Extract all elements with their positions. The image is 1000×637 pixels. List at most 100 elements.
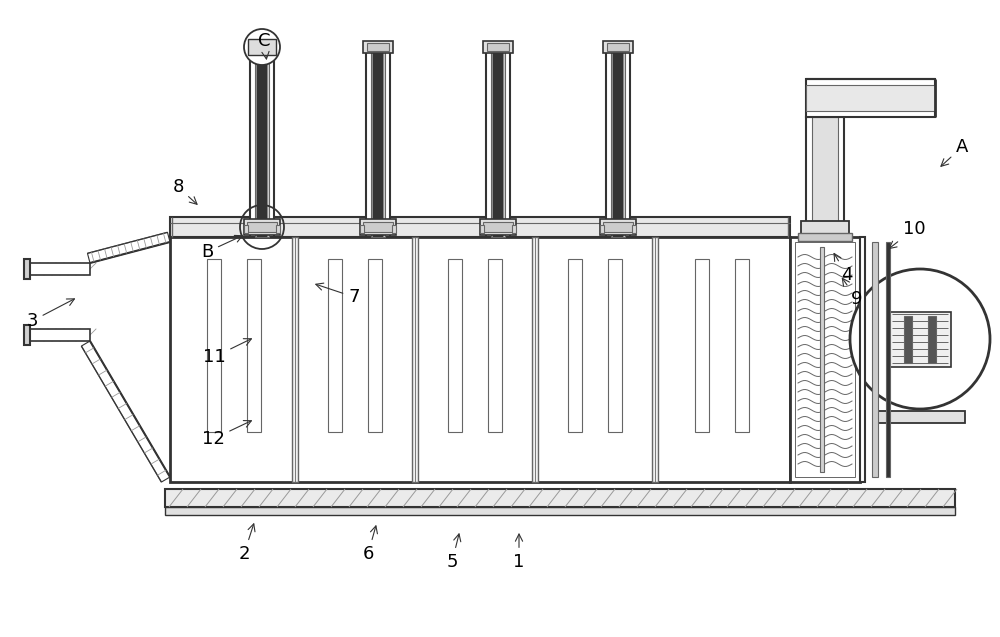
Bar xyxy=(612,47,624,237)
Bar xyxy=(806,79,935,117)
Bar xyxy=(600,225,604,233)
Bar xyxy=(256,47,268,237)
Bar xyxy=(276,225,280,233)
Bar xyxy=(385,47,390,237)
Bar xyxy=(246,259,260,432)
Bar xyxy=(632,225,636,233)
Bar xyxy=(371,47,385,237)
Bar xyxy=(170,217,790,237)
Bar xyxy=(360,225,364,233)
Bar xyxy=(812,117,838,237)
Bar xyxy=(492,47,504,237)
Bar xyxy=(251,43,273,51)
Bar xyxy=(603,41,633,53)
Bar xyxy=(606,47,630,237)
Bar xyxy=(801,221,849,235)
Bar xyxy=(491,47,505,237)
Circle shape xyxy=(850,269,990,409)
Bar xyxy=(367,43,389,51)
Bar xyxy=(28,329,90,341)
Bar xyxy=(372,47,384,237)
Bar xyxy=(366,47,371,237)
Bar xyxy=(886,242,890,477)
Text: 11: 11 xyxy=(203,339,251,366)
Bar xyxy=(608,259,622,432)
Text: C: C xyxy=(258,32,270,59)
Text: 6: 6 xyxy=(362,526,377,563)
Bar xyxy=(248,39,276,55)
Bar xyxy=(28,263,90,275)
Bar xyxy=(486,47,510,237)
Bar xyxy=(207,259,220,432)
Bar xyxy=(448,259,462,432)
Bar xyxy=(532,237,538,482)
Bar xyxy=(512,225,516,233)
Text: 3: 3 xyxy=(26,299,74,330)
Bar xyxy=(366,47,390,237)
Bar xyxy=(28,263,90,275)
Bar xyxy=(795,242,855,477)
Text: 9: 9 xyxy=(842,278,863,308)
Bar xyxy=(875,411,965,423)
Bar xyxy=(505,47,510,237)
Bar xyxy=(292,237,298,482)
Bar xyxy=(165,507,955,515)
Bar xyxy=(368,259,382,432)
Bar xyxy=(860,237,865,482)
Text: 8: 8 xyxy=(172,178,197,204)
Bar xyxy=(486,47,491,237)
Bar xyxy=(392,225,396,233)
Bar xyxy=(24,259,30,279)
Bar xyxy=(603,222,633,232)
Bar xyxy=(165,489,955,507)
Bar xyxy=(170,237,790,482)
Text: B: B xyxy=(201,236,242,261)
Circle shape xyxy=(244,29,280,65)
Bar xyxy=(363,222,393,232)
Bar xyxy=(360,219,396,235)
Bar xyxy=(820,247,824,472)
Bar xyxy=(806,117,844,237)
Bar xyxy=(806,117,844,237)
Bar xyxy=(247,222,277,232)
Bar xyxy=(872,242,878,477)
Bar xyxy=(487,43,509,51)
Bar xyxy=(250,47,274,237)
Bar xyxy=(483,222,513,232)
Bar xyxy=(613,47,623,237)
Bar xyxy=(790,237,860,482)
Bar xyxy=(363,41,393,53)
Bar xyxy=(480,225,484,233)
Bar xyxy=(28,329,90,341)
Bar xyxy=(568,259,582,432)
Bar xyxy=(889,311,951,366)
Bar xyxy=(928,315,936,362)
Bar xyxy=(480,219,516,235)
Text: 10: 10 xyxy=(889,220,925,248)
Text: 12: 12 xyxy=(202,420,251,448)
Bar xyxy=(607,43,629,51)
Bar xyxy=(488,259,502,432)
Text: 2: 2 xyxy=(238,524,255,563)
Bar xyxy=(269,47,274,237)
Bar xyxy=(606,47,611,237)
Bar xyxy=(244,219,280,235)
Bar xyxy=(250,47,255,237)
Text: 1: 1 xyxy=(513,534,525,571)
Bar xyxy=(806,85,935,111)
Bar xyxy=(904,315,912,362)
Bar xyxy=(625,47,630,237)
Bar xyxy=(257,47,267,237)
Bar xyxy=(600,219,636,235)
Bar xyxy=(798,233,852,241)
Text: 4: 4 xyxy=(834,254,853,284)
Bar xyxy=(244,225,248,233)
Bar xyxy=(328,259,342,432)
Bar xyxy=(255,47,269,237)
Bar xyxy=(694,259,708,432)
Bar xyxy=(611,47,625,237)
Bar xyxy=(483,41,513,53)
Text: 7: 7 xyxy=(316,283,360,306)
Text: 5: 5 xyxy=(446,534,461,571)
Bar xyxy=(734,259,748,432)
